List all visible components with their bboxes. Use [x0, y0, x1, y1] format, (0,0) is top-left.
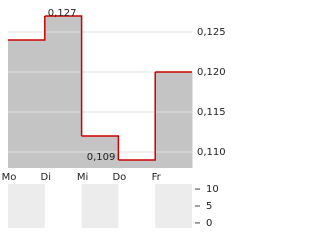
area-fill	[118, 160, 156, 168]
y-tick-label: 0,125	[197, 27, 226, 38]
y-tick-label: 0	[206, 218, 212, 229]
x-tick-label: Mi	[77, 172, 88, 183]
x-tick-label: Mo	[2, 172, 17, 183]
day-band	[155, 184, 192, 228]
chart: 0,110 0,115 0,120 0,125 Mo Di Mi Do Fr 0,127 0,109…	[2, 8, 226, 229]
price-line	[118, 72, 156, 161]
y-tick-label: 0,110	[197, 147, 226, 158]
price-line	[44, 15, 83, 136]
day-band	[81, 184, 119, 228]
x-tick-label: Do	[112, 172, 126, 183]
x-tick-label: Di	[41, 172, 51, 183]
price-line	[8, 16, 46, 41]
y-tick-label: 10	[206, 184, 219, 195]
area-fill	[155, 72, 193, 168]
area-fill	[8, 40, 46, 168]
y-tick-label: 0,120	[197, 67, 226, 78]
x-tick-label: Fr	[152, 172, 162, 183]
value-label: 0,109	[87, 152, 116, 163]
y-tick-label: 0,115	[197, 107, 226, 118]
y-tick-label: 5	[206, 201, 212, 212]
price-line	[81, 135, 120, 160]
day-band	[8, 184, 45, 228]
value-label: 0,127	[48, 8, 77, 19]
area-fill	[44, 16, 83, 168]
